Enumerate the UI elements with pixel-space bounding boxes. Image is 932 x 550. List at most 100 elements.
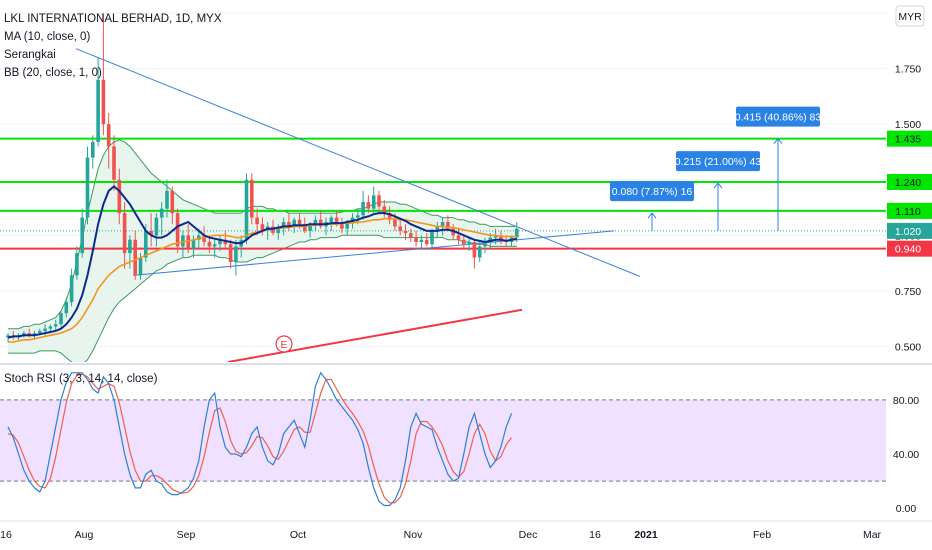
candle-body[interactable] [340, 224, 344, 229]
candle-body[interactable] [409, 233, 413, 238]
candle-body[interactable] [75, 253, 79, 276]
candle-body[interactable] [477, 246, 482, 258]
candle-body[interactable] [345, 222, 349, 229]
currency-badge[interactable]: MYR [895, 5, 925, 27]
descending-trend-line[interactable] [75, 48, 641, 277]
red-trend-line[interactable] [227, 308, 523, 362]
candle-body[interactable] [398, 226, 402, 231]
ma-line[interactable] [7, 185, 518, 339]
candle-body[interactable] [112, 146, 116, 180]
measure-label-box[interactable] [736, 106, 820, 127]
series-legend[interactable]: Serangkai [4, 49, 56, 61]
candle-body[interactable] [424, 239, 429, 245]
candle-body[interactable] [170, 190, 175, 214]
candle-body[interactable] [191, 239, 196, 249]
bb-legend[interactable]: BB (20, close, 1, 0) [4, 67, 102, 79]
candle-body[interactable] [38, 330, 42, 334]
candle-body[interactable] [228, 244, 233, 262]
candle-body[interactable] [366, 202, 371, 209]
candle-body[interactable] [69, 275, 74, 302]
candle-body[interactable] [218, 239, 222, 245]
candle-body[interactable] [318, 219, 323, 227]
candle-body[interactable] [350, 217, 355, 222]
candle-body[interactable] [276, 228, 281, 234]
candle-body[interactable] [32, 333, 37, 336]
candle-body[interactable] [43, 328, 47, 331]
rsi-axis[interactable]: 0.00 40.00 80.00 [893, 395, 919, 515]
candle-body[interactable] [430, 230, 434, 245]
event-marker-circle[interactable] [275, 335, 293, 353]
level-tag-1.435[interactable] [887, 130, 932, 147]
candle-body[interactable] [202, 235, 206, 242]
candle-body[interactable] [414, 237, 418, 242]
candle-body[interactable] [27, 333, 31, 336]
level-tag-0.940[interactable] [887, 240, 932, 257]
last-price-tag[interactable] [887, 222, 932, 239]
candle-body[interactable] [472, 242, 477, 258]
measure-label-box[interactable] [610, 181, 694, 202]
candle-body[interactable] [377, 195, 381, 207]
candle-body[interactable] [483, 242, 487, 247]
candle-body[interactable] [393, 219, 397, 227]
rsi-k-line[interactable] [7, 371, 513, 507]
candle-body[interactable] [451, 228, 455, 236]
candle-body[interactable] [154, 217, 159, 236]
candle-body[interactable] [446, 222, 450, 229]
candle-body[interactable] [181, 235, 185, 247]
candle-body[interactable] [303, 224, 307, 231]
candle-body[interactable] [101, 79, 106, 125]
measurements[interactable]: 0.080 (7.87%) 16 0.215 (21.00%) 43 0.415 (… [610, 106, 821, 231]
candle-body[interactable] [287, 222, 291, 227]
candle-body[interactable] [356, 215, 360, 218]
candle-body[interactable] [387, 213, 392, 220]
candle-body[interactable] [122, 213, 127, 254]
candle-body[interactable] [281, 222, 286, 229]
candle-body[interactable] [467, 242, 471, 245]
candle-body[interactable] [292, 219, 296, 227]
candle-body[interactable] [250, 179, 254, 218]
candle-body[interactable] [165, 190, 169, 209]
candle-body[interactable] [59, 313, 63, 325]
measure-label-box[interactable] [676, 151, 760, 172]
symbol-title[interactable]: LKL INTERNATIONAL BERHAD, 1D, MYX [4, 13, 222, 25]
candle-body[interactable] [297, 219, 302, 225]
candle-body[interactable] [91, 142, 95, 158]
currency-badge-box[interactable] [895, 5, 925, 27]
candle-body[interactable] [96, 79, 100, 142]
candle-body[interactable] [48, 326, 53, 329]
ma-legend[interactable]: MA (10, close, 0) [4, 31, 90, 43]
candle-body[interactable] [435, 226, 440, 231]
candle-body[interactable] [271, 226, 275, 234]
candle-body[interactable] [419, 239, 424, 242]
candle-body[interactable] [308, 224, 312, 231]
candle-body[interactable] [159, 208, 164, 218]
candle-body[interactable] [64, 302, 69, 314]
candle-body[interactable] [244, 179, 249, 240]
candle-body[interactable] [462, 239, 466, 245]
candle-body[interactable] [329, 217, 334, 222]
candle-body[interactable] [313, 219, 318, 225]
level-tag-1.110[interactable] [887, 202, 932, 219]
candle-body[interactable] [334, 217, 339, 225]
candle-body[interactable] [440, 222, 445, 227]
candle-body[interactable] [515, 228, 519, 238]
candle-body[interactable] [175, 213, 180, 247]
candle-body[interactable] [499, 235, 503, 240]
candle-body[interactable] [382, 206, 387, 214]
candle-body[interactable] [207, 242, 212, 247]
candle-body[interactable] [80, 217, 84, 254]
candle-body[interactable] [255, 217, 259, 225]
level-tag-1.240[interactable] [887, 174, 932, 190]
candle-body[interactable] [197, 235, 201, 240]
candle-body[interactable] [223, 239, 228, 245]
candle-body[interactable] [371, 195, 376, 209]
candle-body[interactable] [22, 333, 26, 336]
candle-body[interactable] [53, 324, 58, 327]
candle-body[interactable] [106, 124, 111, 147]
candle-body[interactable] [144, 230, 148, 258]
candle-body[interactable] [149, 230, 153, 236]
candle-body[interactable] [361, 202, 365, 216]
candle-body[interactable] [133, 239, 137, 276]
candle-body[interactable] [212, 244, 217, 247]
